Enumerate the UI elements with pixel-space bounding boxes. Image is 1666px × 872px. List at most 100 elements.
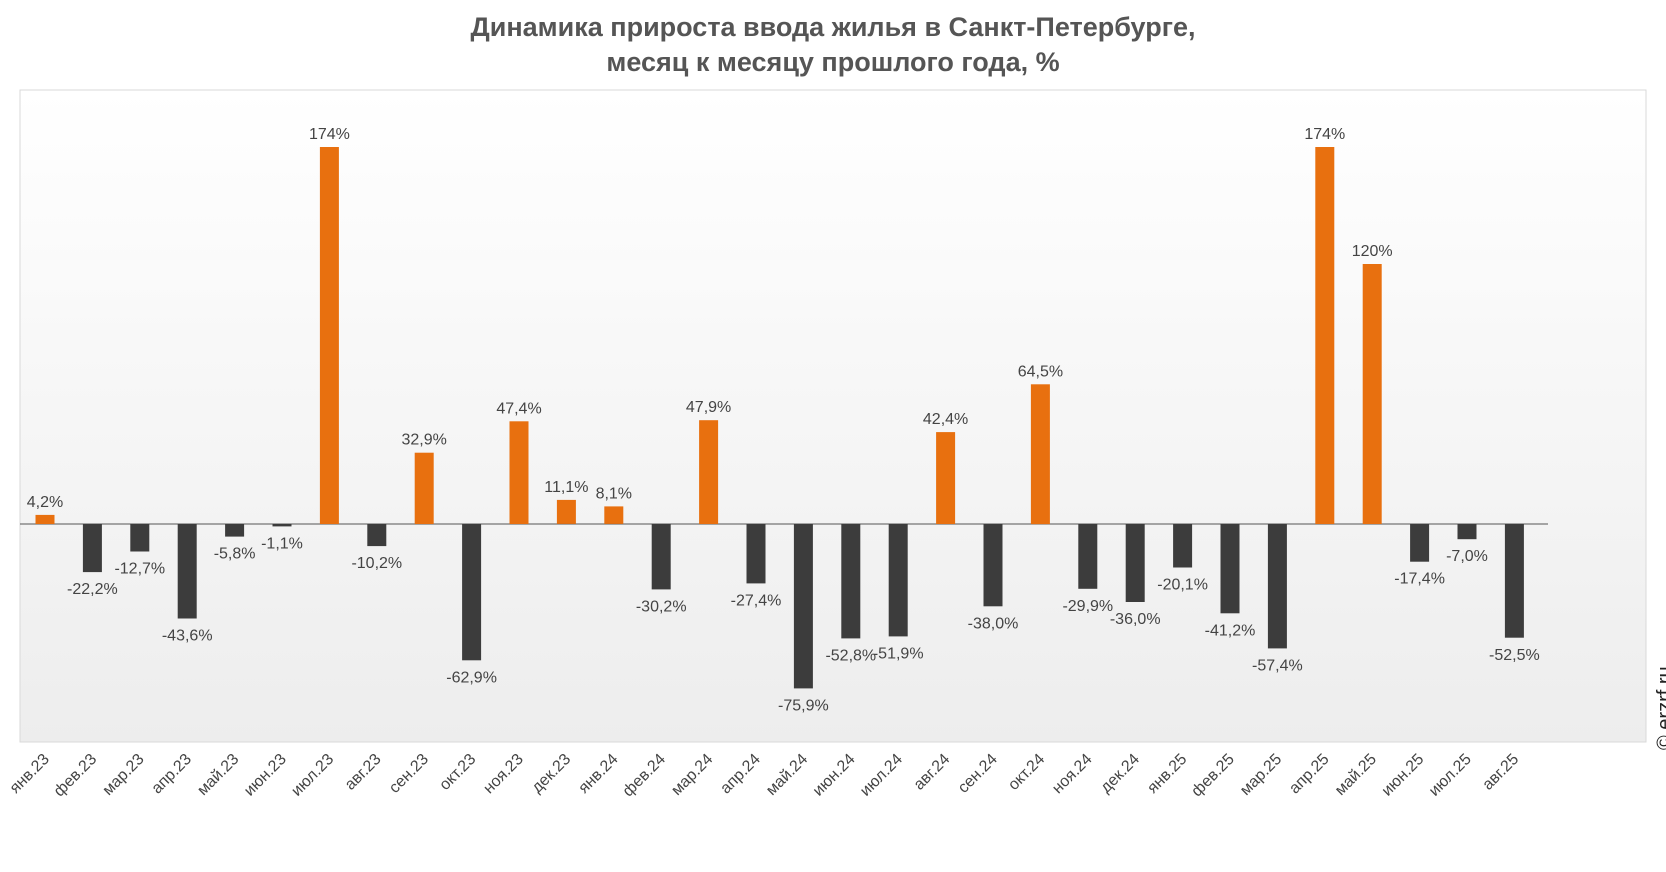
x-tick-label-апр.25: апр.25	[1286, 751, 1333, 798]
data-label-июл.25: -7,0%	[1446, 548, 1488, 565]
bar-май.23	[225, 524, 245, 537]
data-label-мар.24: 47,9%	[686, 399, 731, 416]
data-label-июн.23: -1,1%	[261, 535, 303, 552]
bar-ноя.23	[509, 421, 529, 524]
source-credit: © erzrf.ru	[1654, 666, 1666, 750]
x-tick-label-июн.25: июн.25	[1379, 751, 1428, 800]
x-tick-label-авг.25: авг.25	[1479, 751, 1522, 794]
data-label-авг.24: 42,4%	[923, 411, 968, 428]
data-label-сен.23: 32,9%	[402, 432, 447, 449]
bar-дек.24	[1125, 524, 1145, 602]
data-label-янв.25: -20,1%	[1157, 577, 1208, 594]
data-label-окт.24: 64,5%	[1018, 363, 1063, 380]
data-label-мар.23: -12,7%	[114, 561, 165, 578]
bar-фев.24	[651, 524, 671, 590]
data-label-фев.25: -41,2%	[1205, 622, 1256, 639]
bar-июл.24	[888, 524, 908, 637]
bar-июл.23	[319, 147, 339, 524]
data-label-дек.23: 11,1%	[544, 479, 588, 496]
plot-area	[19, 89, 1647, 743]
data-label-ноя.23: 47,4%	[496, 400, 541, 417]
bar-авг.23	[367, 524, 387, 547]
bar-янв.25	[1173, 524, 1193, 568]
data-label-май.24: -75,9%	[778, 698, 829, 715]
bar-янв.23	[35, 514, 55, 524]
bar-апр.24	[746, 524, 766, 584]
x-tick-label-сен.23: сен.23	[386, 751, 432, 797]
data-label-фев.24: -30,2%	[636, 598, 687, 615]
x-tick-label-мар.25: мар.25	[1237, 751, 1285, 799]
x-tick-label-окт.23: окт.23	[436, 751, 479, 794]
data-label-май.25: 120%	[1352, 243, 1393, 260]
bar-авг.25	[1504, 524, 1524, 638]
bar-окт.24	[1030, 384, 1050, 525]
x-tick-label-дек.23: дек.23	[529, 751, 575, 797]
bar-фев.25	[1220, 524, 1240, 614]
bar-апр.25	[1315, 147, 1335, 524]
bar-дек.23	[556, 499, 576, 524]
chart-title-line-2: месяц к месяцу прошлого года, %	[606, 47, 1060, 77]
data-label-янв.24: 8,1%	[596, 485, 632, 502]
x-tick-label-май.24: май.24	[763, 751, 811, 799]
x-tick-label-мар.24: мар.24	[668, 751, 716, 799]
x-tick-label-июл.23: июл.23	[288, 751, 337, 800]
data-label-июл.24: -51,9%	[873, 646, 924, 663]
chart-title-line-1: Динамика прироста ввода жилья в Санкт-Пе…	[470, 12, 1196, 42]
data-label-апр.24: -27,4%	[731, 592, 782, 609]
x-tick-label-янв.25: янв.25	[1144, 751, 1190, 797]
bar-янв.24	[604, 506, 624, 524]
data-label-июл.23: 174%	[309, 126, 350, 143]
bar-апр.23	[177, 524, 197, 619]
bar-мар.25	[1267, 524, 1287, 649]
x-tick-label-ноя.24: ноя.24	[1049, 751, 1095, 797]
bar-мар.24	[699, 420, 719, 524]
bar-авг.24	[936, 432, 956, 524]
x-tick-label-май.25: май.25	[1332, 751, 1380, 799]
x-tick-label-янв.23: янв.23	[7, 751, 53, 797]
data-label-окт.23: -62,9%	[446, 669, 497, 686]
x-tick-label-июл.24: июл.24	[857, 751, 906, 800]
bar-фев.23	[82, 524, 102, 573]
x-tick-label-июл.25: июл.25	[1426, 751, 1475, 800]
bar-сен.24	[983, 524, 1003, 607]
data-label-мар.25: -57,4%	[1252, 657, 1303, 674]
data-label-авг.23: -10,2%	[351, 555, 402, 572]
bar-мар.23	[130, 524, 150, 552]
x-tick-label-фев.23: фев.23	[51, 751, 100, 800]
bar-июн.24	[841, 524, 861, 639]
x-tick-label-сен.24: сен.24	[955, 751, 1001, 797]
data-label-июн.25: -17,4%	[1394, 571, 1445, 588]
bar-июн.23	[272, 524, 292, 527]
data-label-фев.23: -22,2%	[67, 581, 118, 598]
x-tick-label-янв.24: янв.24	[575, 751, 621, 797]
x-tick-label-ноя.23: ноя.23	[480, 751, 526, 797]
x-tick-label-фев.25: фев.25	[1188, 751, 1237, 800]
x-tick-label-май.23: май.23	[194, 751, 242, 799]
data-label-янв.23: 4,2%	[27, 494, 63, 511]
x-tick-label-авг.23: авг.23	[342, 751, 385, 794]
x-tick-label-окт.24: окт.24	[1005, 751, 1048, 794]
data-label-ноя.24: -29,9%	[1062, 598, 1113, 615]
bar-июл.25	[1457, 524, 1477, 540]
data-label-дек.24: -36,0%	[1110, 611, 1161, 628]
x-tick-label-апр.23: апр.23	[149, 751, 196, 798]
bar-ноя.24	[1078, 524, 1098, 589]
data-label-апр.23: -43,6%	[162, 628, 213, 645]
data-label-июн.24: -52,8%	[825, 647, 876, 664]
x-tick-label-дек.24: дек.24	[1097, 751, 1143, 797]
data-label-сен.24: -38,0%	[968, 615, 1019, 632]
bar-май.24	[793, 524, 813, 689]
x-tick-label-апр.24: апр.24	[717, 751, 764, 798]
data-label-май.23: -5,8%	[214, 546, 256, 563]
bar-окт.23	[462, 524, 482, 661]
bar-май.25	[1362, 264, 1382, 524]
x-tick-label-фев.24: фев.24	[620, 751, 669, 800]
chart-title: Динамика прироста ввода жилья в Санкт-Пе…	[0, 10, 1666, 80]
x-tick-label-мар.23: мар.23	[100, 751, 148, 799]
bar-сен.23	[414, 452, 434, 524]
x-tick-label-июн.24: июн.24	[810, 751, 859, 800]
bar-июн.25	[1410, 524, 1430, 562]
data-label-апр.25: 174%	[1304, 126, 1345, 143]
x-tick-label-июн.23: июн.23	[241, 751, 290, 800]
